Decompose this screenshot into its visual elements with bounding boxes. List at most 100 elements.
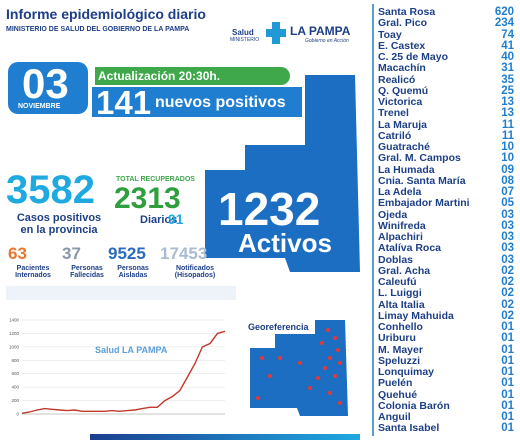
cases-label: Casos positivos en la provincia [16,212,102,236]
stat-label: Notificados (Hisopados) [174,265,216,279]
locality-name: Gral. M. Campos [378,152,461,165]
locality-count: 03 [501,242,514,255]
new-positives-label: nuevos positivos [155,94,286,111]
line [21,330,226,414]
logo-province: LA PAMPA [290,24,351,38]
locality-name: Toay [378,28,402,41]
locality-name: Lonquimay [378,366,435,378]
locality-name: La Adela [378,186,422,198]
locality-name: Anguil [378,411,411,423]
province-map [205,75,360,272]
locality-count: 07 [501,186,514,198]
y-tick-label: 200 [11,398,19,403]
locality-count: 74 [501,28,514,41]
locality-row: Anguil 01 [378,411,514,423]
chart: 0 200 400 600 800 1000 1200 1400 [9,318,226,417]
locality-count: 03 [501,208,514,221]
locality-row: Alpachiri 03 [378,231,514,243]
locality-row: La Humada 09 [378,164,514,176]
locality-name: Cnia. Santa María [378,174,466,187]
stat-number: 9525 [108,244,146,263]
locality-count: 01 [501,399,514,412]
stat-label: Personas Fallecidas [70,265,104,279]
locality-name: Alpachiri [378,231,423,243]
subtitle: MINISTERIO DE SALUD DEL GOBIERNO DE LA P… [6,26,190,33]
locality-name: Ojeda [378,208,408,221]
locality-name: Realicó [378,73,416,86]
locality-name: Q. Quemú [378,84,429,97]
locality-row: C. 25 de Mayo 40 [378,51,514,63]
recovered-number: 2313 [114,182,181,215]
locality-name: Speluzzi [378,354,421,367]
y-tick-label: 800 [11,358,19,363]
locality-name: La Maruja [378,118,428,131]
locality-count: 01 [501,343,514,356]
locality-row: Winifreda 03 [378,220,514,232]
locality-count: 02 [501,276,514,288]
locality-name: Conhello [378,321,423,333]
locality-row: Gral. M. Campos 10 [378,152,514,164]
locality-count: 01 [501,354,514,367]
locality-count: 35 [501,73,514,86]
daily-number: 91 [168,211,184,227]
locality-name: Winifreda [378,219,426,232]
title: Informe epidemiológico diario [6,6,206,22]
cases-number: 3582 [6,168,95,212]
locality-name: Trenel [378,107,409,120]
locality-count: 05 [501,197,514,210]
locality-row: Q. Quemú 25 [378,85,514,97]
locality-row: Toay 74 [378,29,514,41]
daily-label: Diarios [140,214,178,226]
locality-count: 03 [501,219,514,232]
list-frame [372,4,374,436]
locality-count: 13 [501,107,514,120]
locality-name: Colonia Barón [378,399,450,412]
locality-name: Atalíva Roca [378,242,442,255]
locality-name: C. 25 de Mayo [378,51,449,63]
locality-count: 31 [501,62,514,75]
locality-row: L. Luiggi 02 [378,287,514,299]
locality-name: Gral. Acha [378,264,431,277]
locality-row: Colonia Barón 01 [378,400,514,412]
date-box [8,62,88,114]
stat-number: 17453 [160,244,208,263]
y-tick-label: 1000 [9,344,20,349]
stat-label: Pacientes Internados [15,265,51,279]
active-number: 1232 [218,183,321,235]
locality-count: 09 [501,163,514,176]
locality-name: Santa Rosa [378,6,436,18]
locality-row: Santa Isabel 01 [378,422,514,434]
locality-name: Santa Isabel [378,422,440,435]
locality-name: Puelén [378,377,413,390]
locality-row: Conhello 01 [378,321,514,333]
locality-row: Santa Rosa 620 [378,6,514,18]
locality-count: 25 [501,84,514,97]
locality-name: Gral. Pico [378,17,428,30]
locality-count: 01 [501,321,514,333]
date-day: 03 [22,60,69,107]
locality-row: Limay Mahuida 02 [378,310,514,322]
locality-count: 02 [501,298,514,311]
locality-count: 11 [501,129,514,142]
logo-ministerio: MINISTERIO [230,37,260,43]
locality-count: 01 [501,411,514,423]
locality-count: 11 [501,118,514,131]
locality-count: 01 [501,422,514,435]
locality-name: Uriburu [378,332,416,345]
footer-bar [90,434,360,440]
logo-tagline: Gobierno en Acción [305,38,349,44]
locality-row: Victorica 13 [378,96,514,108]
positives-band [92,87,302,117]
stat-number: 63 [8,244,27,263]
locality-count: 02 [501,309,514,322]
locality-row: Alta Italia 02 [378,299,514,311]
locality-count: 10 [501,152,514,165]
locality-name: L. Luiggi [378,287,422,300]
locality-count: 08 [501,174,514,187]
locality-row: Uriburu 01 [378,332,514,344]
watermark-salud: Salud [95,345,120,355]
locality-name: Embajador Martini [378,197,470,210]
logo-icon [266,22,286,44]
locality-row: Doblas 03 [378,254,514,266]
